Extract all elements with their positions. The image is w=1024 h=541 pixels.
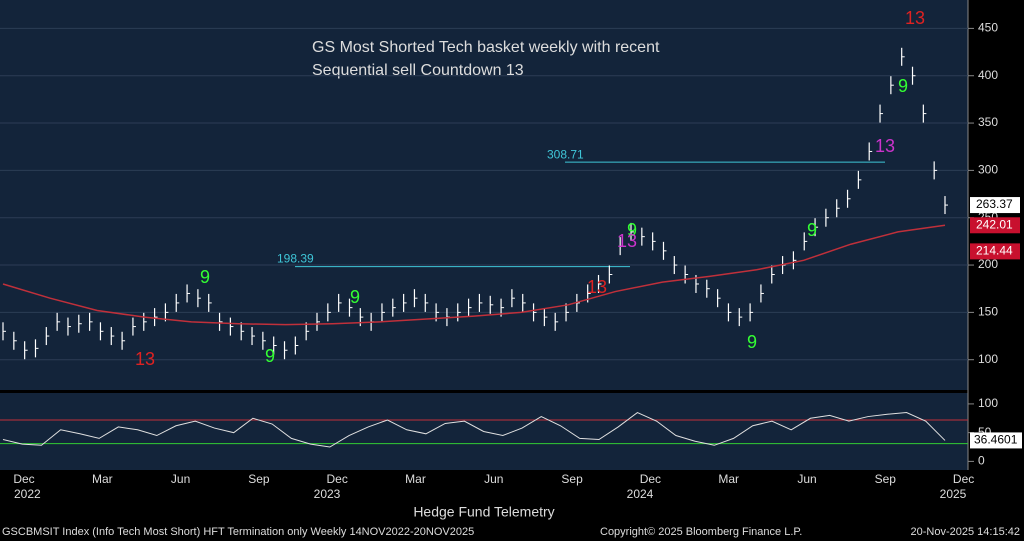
countdown-label: 9 (265, 346, 275, 366)
countdown-label: 13 (135, 349, 155, 369)
x-tick-label: Mar (718, 472, 739, 486)
footer-center: Hedge Fund Telemetry (413, 504, 554, 520)
y-tick-label: 150 (978, 305, 998, 319)
y-tick-label: 450 (978, 21, 998, 35)
price-tag-label: 242.01 (976, 217, 1013, 231)
y-tick-label: 350 (978, 115, 998, 129)
countdown-label: 9 (200, 267, 210, 287)
oscillator-line (2, 411, 946, 448)
x-tick-label: Sep (248, 472, 270, 486)
countdown-label: 13 (617, 231, 637, 251)
x-tick-label: Jun (797, 472, 816, 486)
year-label: 2023 (314, 487, 341, 501)
countdown-label: 13 (587, 277, 607, 297)
x-tick-label: Dec (640, 472, 661, 486)
x-tick-label: Dec (327, 472, 348, 486)
price-tag-label: 214.44 (976, 244, 1013, 258)
x-tick-label: Mar (405, 472, 426, 486)
countdown-label: 9 (747, 332, 757, 352)
y-tick-label: 300 (978, 163, 998, 177)
year-label: 2025 (940, 487, 967, 501)
value-tag-label: 36.4601 (974, 433, 1018, 447)
price-tag (970, 197, 1020, 214)
x-tick-label: Dec (953, 472, 974, 486)
price-tag (970, 243, 1020, 260)
y-tick-label: 100 (978, 396, 998, 410)
y-tick-label: 0 (978, 454, 985, 468)
x-tick-label: Jun (171, 472, 190, 486)
countdown-label: 9 (898, 76, 908, 96)
price-tag (970, 217, 1020, 234)
x-tick-label: Dec (13, 472, 34, 486)
countdown-label: 9 (350, 287, 360, 307)
y-tick-label: 400 (978, 68, 998, 82)
footer-right: 20-Nov-2025 14:15:42 (911, 526, 1020, 538)
price-tag-label: 263.37 (976, 197, 1013, 211)
year-label: 2024 (627, 487, 654, 501)
main-panel (0, 0, 968, 390)
level-label: 308.71 (547, 147, 584, 161)
countdown-label: 13 (875, 136, 895, 156)
y-tick-label: 200 (978, 257, 998, 271)
y-tick-label: 100 (978, 352, 998, 366)
x-tick-label: Mar (92, 472, 113, 486)
footer-mid: Copyright© 2025 Bloomberg Finance L.P. (600, 526, 802, 538)
footer-left: GSCBMSIT Index (Info Tech Most Short) HF… (2, 526, 474, 538)
level-label: 198.39 (277, 252, 314, 266)
countdown-label: 9 (807, 220, 817, 240)
x-tick-label: Jun (484, 472, 503, 486)
x-tick-label: Sep (875, 472, 897, 486)
countdown-label: 13 (905, 8, 925, 28)
chart-subtitle: Sequential sell Countdown 13 (312, 62, 524, 79)
chart-title: GS Most Shorted Tech basket weekly with … (312, 39, 660, 56)
x-tick-label: Sep (561, 472, 583, 486)
year-label: 2022 (14, 487, 41, 501)
countdown-label: 9 (627, 220, 637, 240)
value-tag (970, 432, 1022, 449)
moving-average (2, 224, 946, 326)
